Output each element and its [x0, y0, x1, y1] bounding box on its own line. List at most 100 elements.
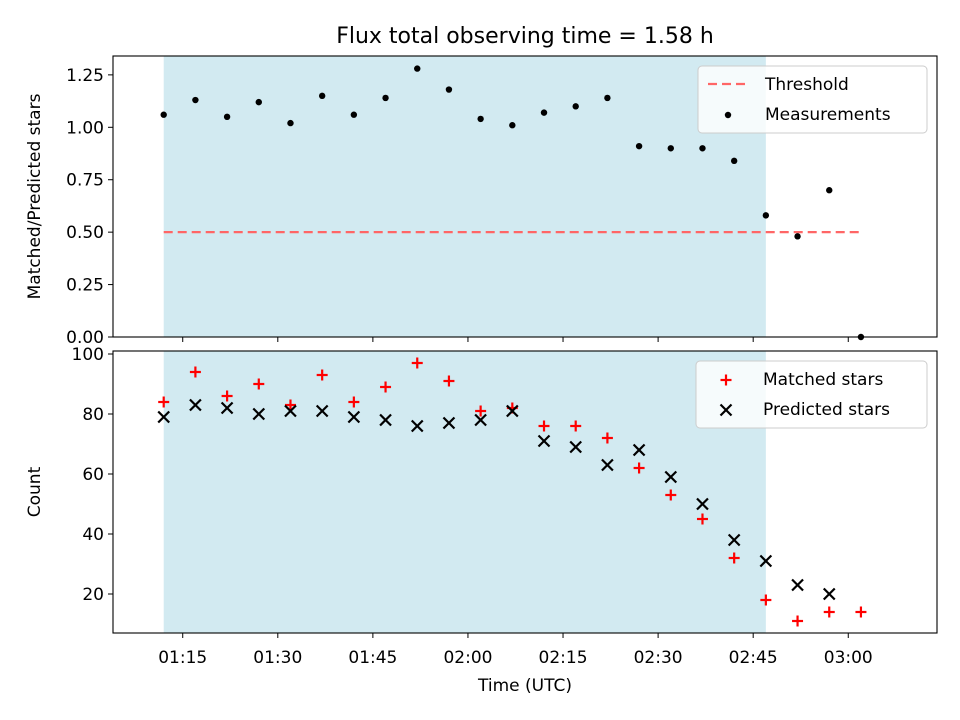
legend-measurements-swatch	[724, 111, 732, 119]
matched-point	[792, 615, 804, 627]
measurement-point	[223, 113, 231, 121]
predicted-point	[379, 413, 392, 427]
measurement-point	[287, 119, 294, 127]
legend: Threshold Measurements	[697, 65, 928, 134]
legend-box	[695, 360, 928, 429]
predicted-point	[189, 398, 202, 412]
y-tick-label: 20	[82, 585, 104, 605]
matched-point	[855, 606, 867, 618]
predicted-point	[727, 533, 741, 547]
matched-point	[411, 357, 423, 369]
measurement-point	[572, 103, 579, 110]
measurement-point	[826, 187, 833, 194]
measurement-point	[667, 145, 674, 152]
axes-frame	[112, 55, 938, 338]
matched-point	[570, 420, 582, 432]
predicted-point	[347, 410, 361, 424]
observing-window-span	[163, 351, 766, 633]
predicted-point	[632, 443, 646, 457]
legend-predicted-swatch	[719, 403, 733, 417]
measurement-point	[192, 96, 199, 104]
series-measurements	[160, 65, 865, 341]
y-tick-label: 0.50	[66, 223, 104, 243]
series-predicted-stars	[157, 398, 836, 601]
matched-point	[601, 432, 613, 444]
measurement-point	[160, 111, 167, 118]
matched-point	[633, 462, 645, 474]
x-tick-label: 02:30	[634, 648, 683, 668]
predicted-point	[537, 434, 551, 448]
legend-threshold-label: Threshold	[764, 75, 849, 95]
y-tick-label: 0.25	[66, 276, 104, 296]
matched-point	[443, 375, 455, 387]
measurement-point	[540, 109, 548, 116]
predicted-point	[442, 416, 456, 430]
measurement-point	[730, 157, 738, 165]
measurement-point	[762, 212, 770, 219]
x-tick-label: 02:45	[729, 648, 778, 668]
measurement-point	[635, 142, 643, 150]
x-axis-label: Time (UTC)	[477, 676, 572, 696]
legend-box	[697, 65, 928, 134]
legend-matched-swatch	[720, 374, 732, 386]
legend-measurements-label: Measurements	[765, 105, 891, 125]
measurement-point	[255, 98, 262, 106]
predicted-point	[791, 578, 804, 592]
measurement-point	[604, 94, 611, 102]
predicted-point	[601, 458, 614, 472]
matched-point	[696, 513, 708, 525]
x-tick-label: 02:15	[539, 648, 588, 668]
measurement-point	[414, 65, 421, 72]
x-tick-label: 02:00	[443, 648, 492, 668]
y-axis-label: Count	[25, 466, 45, 517]
matched-point	[728, 552, 740, 564]
matched-point	[760, 594, 772, 606]
axes-frame	[112, 350, 938, 634]
x-tick-label: 01:45	[348, 648, 397, 668]
measurement-point	[445, 86, 453, 93]
matched-point	[538, 420, 550, 432]
matched-point	[158, 396, 170, 408]
legend-matched-label: Matched stars	[763, 370, 883, 390]
predicted-point	[220, 401, 234, 415]
matched-point	[284, 399, 296, 411]
figure-title: Flux total observing time = 1.58 h	[336, 24, 714, 49]
measurement-point	[350, 111, 358, 118]
predicted-point	[696, 497, 709, 511]
matched-point	[316, 369, 328, 381]
predicted-point	[284, 404, 297, 418]
matched-point	[348, 396, 360, 408]
measurement-point	[794, 233, 801, 240]
legend-predicted-label: Predicted stars	[763, 400, 890, 420]
predicted-point	[569, 440, 582, 454]
predicted-point	[315, 404, 329, 418]
y-tick-label: 40	[82, 525, 104, 545]
predicted-point	[664, 470, 678, 484]
x-tick-label: 01:30	[253, 648, 302, 668]
matched-point	[221, 390, 233, 402]
predicted-point	[410, 419, 424, 433]
y-tick-label: 60	[82, 465, 104, 485]
matched-point	[253, 378, 265, 390]
matched-point	[665, 489, 677, 501]
count-panel: 01:15 01:30 01:45 02:00 02:15 02:30 02:45 03:00…	[25, 345, 938, 696]
measurement-point	[509, 122, 516, 129]
predicted-point	[157, 410, 170, 424]
matched-point	[189, 366, 201, 378]
measurement-point	[318, 92, 326, 100]
measurement-point	[699, 145, 706, 152]
y-tick-label: 0.00	[66, 328, 104, 348]
y-tick-label: 0.75	[66, 171, 104, 191]
y-tick-label: 1.25	[66, 66, 104, 86]
observing-window-span	[163, 56, 766, 337]
y-axis-label: Matched/Predicted stars	[25, 93, 45, 299]
predicted-point	[506, 404, 519, 418]
matched-point	[475, 405, 487, 417]
y-tick-label: 80	[82, 405, 104, 425]
measurement-point	[382, 94, 389, 102]
matched-point	[823, 606, 835, 618]
y-tick-label: 100	[72, 345, 104, 365]
matched-point	[380, 381, 392, 393]
predicted-point	[759, 554, 773, 568]
